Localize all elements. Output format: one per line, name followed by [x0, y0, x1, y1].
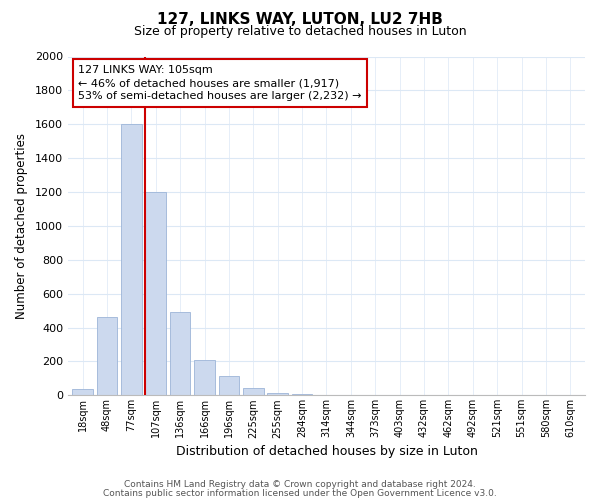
Bar	[121, 124, 142, 396]
Bar	[218, 376, 239, 396]
Bar	[292, 394, 313, 396]
Text: Size of property relative to detached houses in Luton: Size of property relative to detached ho…	[134, 25, 466, 38]
Bar	[145, 192, 166, 396]
Text: Contains HM Land Registry data © Crown copyright and database right 2024.: Contains HM Land Registry data © Crown c…	[124, 480, 476, 489]
Bar	[243, 388, 263, 396]
Y-axis label: Number of detached properties: Number of detached properties	[15, 133, 28, 319]
X-axis label: Distribution of detached houses by size in Luton: Distribution of detached houses by size …	[176, 444, 478, 458]
Text: 127 LINKS WAY: 105sqm
← 46% of detached houses are smaller (1,917)
53% of semi-d: 127 LINKS WAY: 105sqm ← 46% of detached …	[78, 65, 362, 102]
Text: Contains public sector information licensed under the Open Government Licence v3: Contains public sector information licen…	[103, 490, 497, 498]
Bar	[72, 390, 93, 396]
Text: 127, LINKS WAY, LUTON, LU2 7HB: 127, LINKS WAY, LUTON, LU2 7HB	[157, 12, 443, 28]
Bar	[194, 360, 215, 396]
Bar	[170, 312, 190, 396]
Bar	[268, 392, 288, 396]
Bar	[97, 318, 118, 396]
